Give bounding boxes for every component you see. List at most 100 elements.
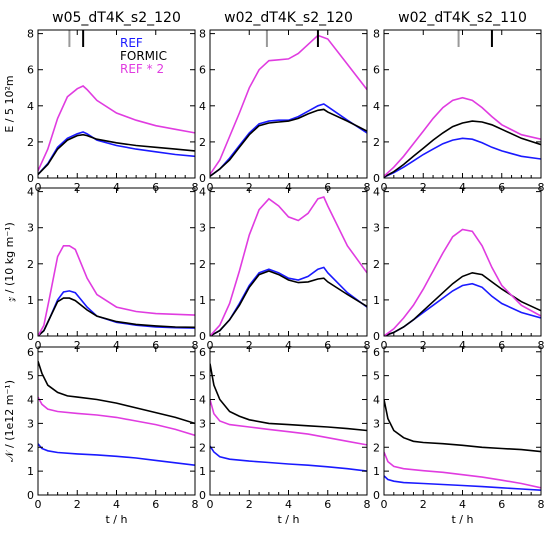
y-tick-label: 0 bbox=[199, 172, 206, 185]
x-tick-label: 6 bbox=[152, 339, 159, 352]
legend-entry-formic: FORMIC bbox=[120, 49, 167, 63]
series-line-ref bbox=[384, 137, 541, 178]
x-tick-label: 4 bbox=[459, 339, 466, 352]
x-tick-label: 8 bbox=[364, 498, 371, 511]
x-tick-label: 8 bbox=[192, 498, 199, 511]
series-line-ref bbox=[210, 266, 367, 336]
series-line-ref2 bbox=[384, 228, 541, 336]
x-tick-label: 8 bbox=[364, 339, 371, 352]
panel-1-1: 0 2 4 6 8 0 1 2 3 4 bbox=[199, 186, 371, 352]
y-tick-label: 6 bbox=[27, 64, 34, 77]
y-tick-label: 6 bbox=[373, 64, 380, 77]
series-line-formic bbox=[210, 363, 367, 432]
y-tick-label: 8 bbox=[373, 28, 380, 41]
x-tick-label: 6 bbox=[324, 339, 331, 352]
y-tick-label: 4 bbox=[199, 100, 206, 113]
series-line-formic bbox=[38, 361, 195, 425]
series-line-ref2 bbox=[38, 396, 195, 437]
x-tick-label: 6 bbox=[498, 339, 505, 352]
legend-entry-ref: REF bbox=[120, 36, 143, 50]
y-tick-label: 3 bbox=[27, 222, 34, 235]
series-line-ref2 bbox=[210, 196, 367, 336]
y-tick-label: 0 bbox=[27, 489, 34, 502]
legend-entry-ref2: REF * 2 bbox=[120, 62, 164, 76]
y-tick-label: 0 bbox=[27, 172, 34, 185]
y-tick-label: 0 bbox=[199, 330, 206, 343]
y-tick-label: 4 bbox=[373, 394, 380, 407]
series-line-ref2 bbox=[384, 96, 541, 177]
series-line-formic bbox=[384, 271, 541, 336]
x-axis-label: t / h bbox=[278, 513, 300, 526]
series-line-ref bbox=[384, 282, 541, 336]
y-tick-label: 1 bbox=[373, 465, 380, 478]
y-tick-label: 2 bbox=[373, 258, 380, 271]
y-tick-label: 0 bbox=[373, 330, 380, 343]
y-tick-label: 6 bbox=[199, 346, 206, 359]
y-tick-label: 6 bbox=[373, 346, 380, 359]
series-line-formic bbox=[210, 108, 367, 177]
x-axis-label: t / h bbox=[106, 513, 128, 526]
x-tick-label: 2 bbox=[74, 498, 81, 511]
y-tick-label: 0 bbox=[373, 172, 380, 185]
y-tick-label: 5 bbox=[27, 370, 34, 383]
plot-frame bbox=[37, 29, 196, 179]
y-tick-label: 2 bbox=[27, 441, 34, 454]
series-line-formic bbox=[384, 120, 541, 178]
series-line-formic bbox=[384, 399, 541, 453]
y-tick-label: 2 bbox=[27, 136, 34, 149]
panel-2-0: 0 2 4 6 8 0 1 2 3 4 5 6 𝒩 / (1e12 m⁻¹) t / h bbox=[3, 346, 199, 526]
plot-frame bbox=[209, 346, 368, 496]
series-line-formic bbox=[210, 270, 367, 336]
x-tick-label: 0 bbox=[207, 339, 214, 352]
x-tick-label: 8 bbox=[538, 339, 545, 352]
x-tick-label: 4 bbox=[459, 498, 466, 511]
panel-1-2: 0 2 4 6 8 0 1 2 3 4 bbox=[373, 186, 545, 352]
y-tick-label: 4 bbox=[199, 394, 206, 407]
y-tick-label: 2 bbox=[373, 136, 380, 149]
plot-frame bbox=[37, 346, 196, 496]
y-tick-label: 0 bbox=[27, 330, 34, 343]
x-tick-label: 0 bbox=[35, 339, 42, 352]
y-tick-label: 1 bbox=[27, 294, 34, 307]
y-tick-label: 6 bbox=[199, 64, 206, 77]
y-tick-label: 3 bbox=[27, 417, 34, 430]
x-tick-label: 0 bbox=[381, 498, 388, 511]
plot-frame bbox=[383, 346, 542, 496]
y-tick-label: 5 bbox=[199, 370, 206, 383]
y-axis-label: 𝒩 / (1e12 m⁻¹) bbox=[3, 380, 16, 462]
x-tick-label: 4 bbox=[285, 339, 292, 352]
series-line-ref bbox=[38, 443, 195, 466]
x-tick-label: 4 bbox=[113, 498, 120, 511]
x-tick-label: 6 bbox=[324, 498, 331, 511]
series-line-formic bbox=[38, 297, 195, 336]
series-line-ref2 bbox=[38, 245, 195, 336]
series-line-ref2 bbox=[384, 451, 541, 489]
y-tick-label: 2 bbox=[199, 441, 206, 454]
series-line-ref bbox=[210, 103, 367, 177]
y-axis-label: E / 5 10²m bbox=[3, 75, 16, 132]
y-tick-label: 4 bbox=[373, 186, 380, 199]
y-tick-label: 8 bbox=[199, 28, 206, 41]
x-tick-label: 6 bbox=[152, 498, 159, 511]
x-tick-label: 0 bbox=[207, 498, 214, 511]
series-line-ref bbox=[210, 445, 367, 472]
x-tick-label: 4 bbox=[113, 339, 120, 352]
series-line-ref bbox=[38, 131, 195, 175]
panel-2-2: 0 2 4 6 8 0 1 2 3 4 5 6 t / h bbox=[373, 346, 545, 526]
y-tick-label: 0 bbox=[199, 489, 206, 502]
y-tick-label: 1 bbox=[373, 294, 380, 307]
panel-title: w02_dT4K_s2_120 bbox=[224, 10, 353, 26]
series-line-formic bbox=[38, 133, 195, 175]
x-tick-label: 0 bbox=[35, 498, 42, 511]
y-tick-label: 3 bbox=[373, 417, 380, 430]
y-tick-label: 1 bbox=[199, 465, 206, 478]
x-tick-label: 2 bbox=[246, 339, 253, 352]
y-tick-label: 1 bbox=[27, 465, 34, 478]
y-tick-label: 4 bbox=[199, 186, 206, 199]
y-tick-label: 6 bbox=[27, 346, 34, 359]
series-line-ref2 bbox=[38, 85, 195, 172]
x-tick-label: 0 bbox=[381, 339, 388, 352]
